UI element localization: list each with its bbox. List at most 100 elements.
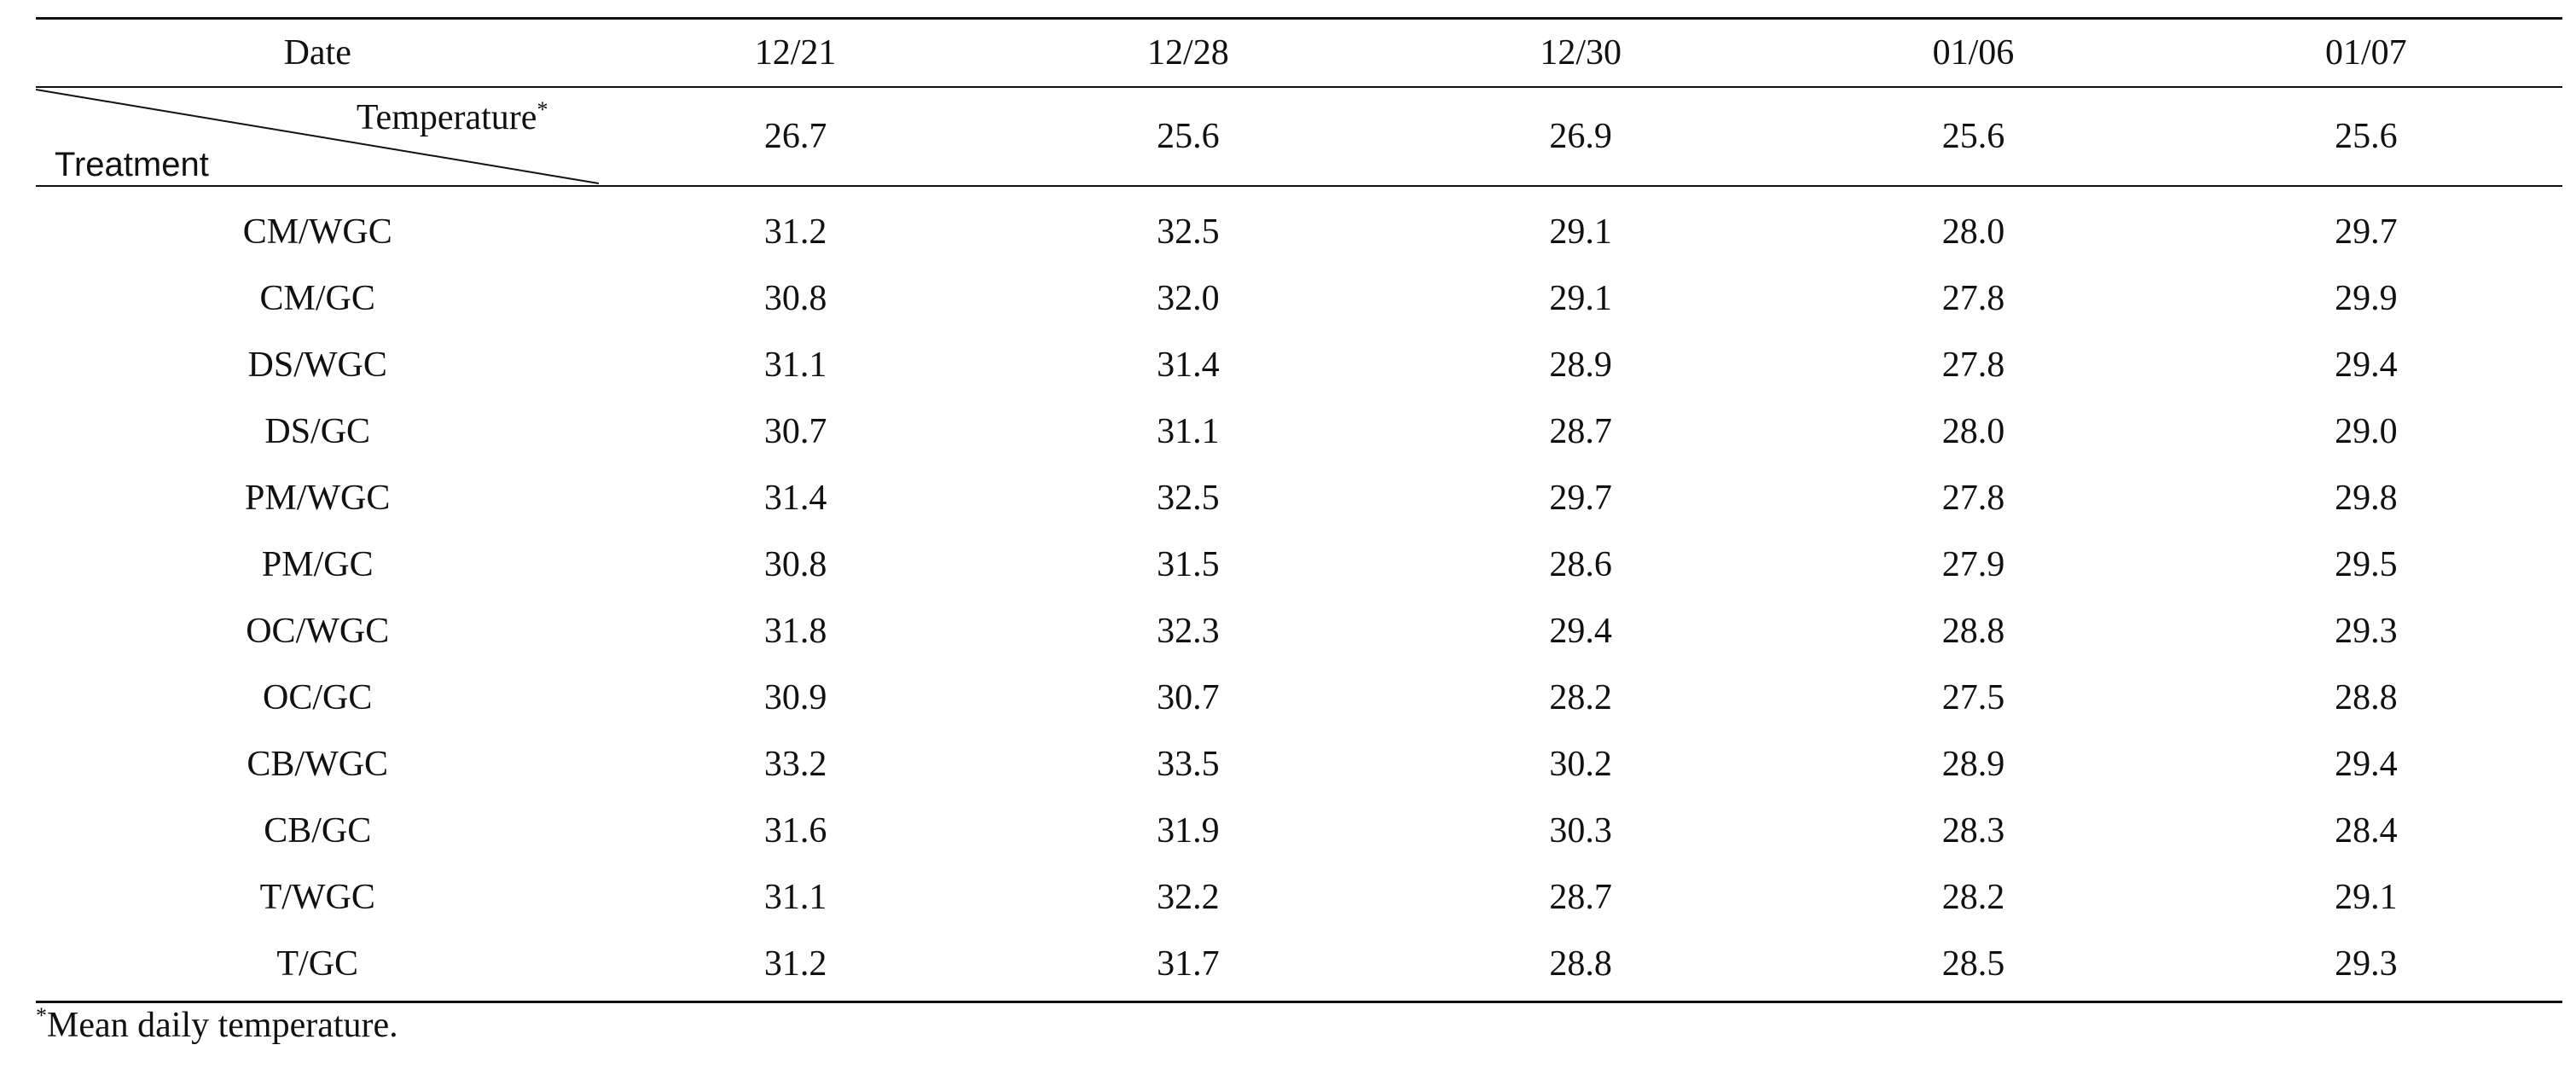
temperature-header-label: Temperature*: [356, 97, 548, 137]
value-cell: 27.9: [1941, 545, 2005, 584]
value-cell: 28.9: [1549, 345, 1612, 385]
value-cell: 30.7: [1157, 678, 1220, 717]
value-cell: 33.5: [1157, 745, 1220, 784]
temperature-row: Temperature* Treatment 26.7 25.6 26.9 25…: [36, 87, 2562, 187]
treatment-label-cell: OC/WGC: [246, 612, 390, 651]
table-row: DS/WGC 31.1 31.4 28.9 27.8 29.4: [36, 332, 2562, 398]
value-cell: 28.3: [1941, 811, 2005, 850]
treatment-label-cell: T/GC: [36, 931, 600, 1003]
value-cell: 30.3: [1549, 811, 1612, 850]
treatment-header-label: Treatment: [55, 146, 209, 183]
temperature-table: Date 12/21 12/28 12/30 01/06 01/07 Tempe…: [36, 17, 2562, 1003]
value-cell: 29.1: [2335, 878, 2398, 917]
temperature-cell: 25.6: [1777, 87, 2170, 187]
value-cell: 27.5: [1941, 678, 2005, 717]
value-cell: 28.8: [1384, 931, 1778, 1003]
date-header-cell: 12/28: [991, 17, 1385, 88]
diagonal-header-cell: Temperature* Treatment: [36, 87, 600, 187]
table-row: PM/WGC 31.4 32.5 29.7 27.8 29.8: [36, 465, 2562, 531]
value-cell: 31.6: [763, 811, 827, 850]
table-row: PM/GC 30.8 31.5 28.6 27.9 29.5: [36, 531, 2562, 598]
value-cell: 29.3: [2335, 612, 2398, 651]
value-cell: 28.7: [1549, 412, 1612, 451]
value-cell: 29.7: [1549, 479, 1612, 518]
temperature-cell: 26.7: [599, 87, 992, 187]
value-cell: 31.2: [763, 212, 827, 252]
value-cell: 30.8: [763, 279, 827, 318]
value-cell: 33.2: [763, 745, 827, 784]
value-cell: 28.8: [1941, 612, 2005, 651]
value-cell: 28.6: [1549, 545, 1612, 584]
value-cell: 31.1: [763, 345, 827, 385]
value-cell: 29.4: [1549, 612, 1612, 651]
value-cell: 29.4: [2335, 345, 2398, 385]
table-row: OC/GC 30.9 30.7 28.2 27.5 28.8: [36, 665, 2562, 731]
treatment-label-cell: PM/GC: [261, 545, 374, 584]
treatment-label-cell: CB/GC: [264, 811, 372, 850]
value-cell: 27.8: [1941, 279, 2005, 318]
value-cell: 31.8: [763, 612, 827, 651]
value-cell: 31.1: [763, 878, 827, 917]
temperature-cell: 26.9: [1384, 87, 1778, 187]
value-cell: 32.5: [1157, 479, 1220, 518]
value-cell: 29.7: [2335, 212, 2398, 252]
table-row: OC/WGC 31.8 32.3 29.4 28.8 29.3: [36, 598, 2562, 665]
table-row: DS/GC 30.7 31.1 28.7 28.0 29.0: [36, 398, 2562, 465]
temperature-table-container: Date 12/21 12/28 12/30 01/06 01/07 Tempe…: [36, 17, 2562, 1003]
footnote-text: Mean daily temperature.: [47, 1006, 398, 1045]
value-cell: 29.3: [2169, 931, 2562, 1003]
date-header-cell: 01/06: [1777, 17, 2170, 88]
treatment-label-cell: CB/WGC: [247, 745, 389, 784]
treatment-rows: CM/WGC 31.2 32.5 29.1 28.0 29.7 CM/GC 30.8 32.0 2…: [36, 186, 2562, 1003]
footnote-marker: *: [537, 97, 548, 122]
value-cell: 30.9: [763, 678, 827, 717]
value-cell: 32.3: [1157, 612, 1220, 651]
value-cell: 28.8: [2335, 678, 2398, 717]
date-header-cell: 12/21: [599, 17, 992, 88]
treatment-label-cell: T/WGC: [259, 878, 375, 917]
table-row: T/WGC 31.1 32.2 28.7 28.2 29.1: [36, 864, 2562, 931]
table-row: CM/WGC 31.2 32.5 29.1 28.0 29.7: [36, 186, 2562, 265]
treatment-label-cell: CM/GC: [259, 279, 375, 318]
treatment-label-cell: DS/WGC: [247, 345, 387, 385]
value-cell: 28.2: [1549, 678, 1612, 717]
value-cell: 27.8: [1941, 345, 2005, 385]
value-cell: 32.5: [1157, 212, 1220, 252]
table-row: CB/GC 31.6 31.9 30.3 28.3 28.4: [36, 798, 2562, 864]
value-cell: 31.1: [1157, 412, 1220, 451]
value-cell: 32.0: [1157, 279, 1220, 318]
value-cell: 28.7: [1549, 878, 1612, 917]
value-cell: 28.0: [1941, 212, 2005, 252]
date-header-row: Date 12/21 12/28 12/30 01/06 01/07: [36, 17, 2562, 88]
value-cell: 29.1: [1549, 212, 1612, 252]
value-cell: 28.2: [1941, 878, 2005, 917]
value-cell: 30.7: [763, 412, 827, 451]
treatment-label-cell: PM/WGC: [245, 479, 391, 518]
temperature-cell: 25.6: [991, 87, 1385, 187]
table-row: CB/WGC 33.2 33.5 30.2 28.9 29.4: [36, 731, 2562, 798]
diagonal-divider-line: [36, 89, 599, 184]
value-cell: 32.2: [1157, 878, 1220, 917]
value-cell: 31.2: [599, 931, 992, 1003]
date-header-cell: 12/30: [1384, 17, 1778, 88]
value-cell: 29.8: [2335, 479, 2398, 518]
value-cell: 30.8: [763, 545, 827, 584]
value-cell: 31.4: [763, 479, 827, 518]
value-cell: 27.8: [1941, 479, 2005, 518]
value-cell: 31.5: [1157, 545, 1220, 584]
temperature-cell: 25.6: [2169, 87, 2562, 187]
value-cell: 28.5: [1777, 931, 2170, 1003]
treatment-label-cell: DS/GC: [264, 412, 371, 451]
value-cell: 31.9: [1157, 811, 1220, 850]
value-cell: 29.0: [2335, 412, 2398, 451]
date-header-label: Date: [36, 17, 600, 88]
value-cell: 31.7: [991, 931, 1385, 1003]
value-cell: 29.1: [1549, 279, 1612, 318]
value-cell: 29.5: [2335, 545, 2398, 584]
value-cell: 29.4: [2335, 745, 2398, 784]
treatment-label-cell: CM/WGC: [242, 212, 392, 252]
value-cell: 28.0: [1941, 412, 2005, 451]
treatment-label-cell: OC/GC: [263, 678, 373, 717]
value-cell: 28.4: [2335, 811, 2398, 850]
value-cell: 30.2: [1549, 745, 1612, 784]
